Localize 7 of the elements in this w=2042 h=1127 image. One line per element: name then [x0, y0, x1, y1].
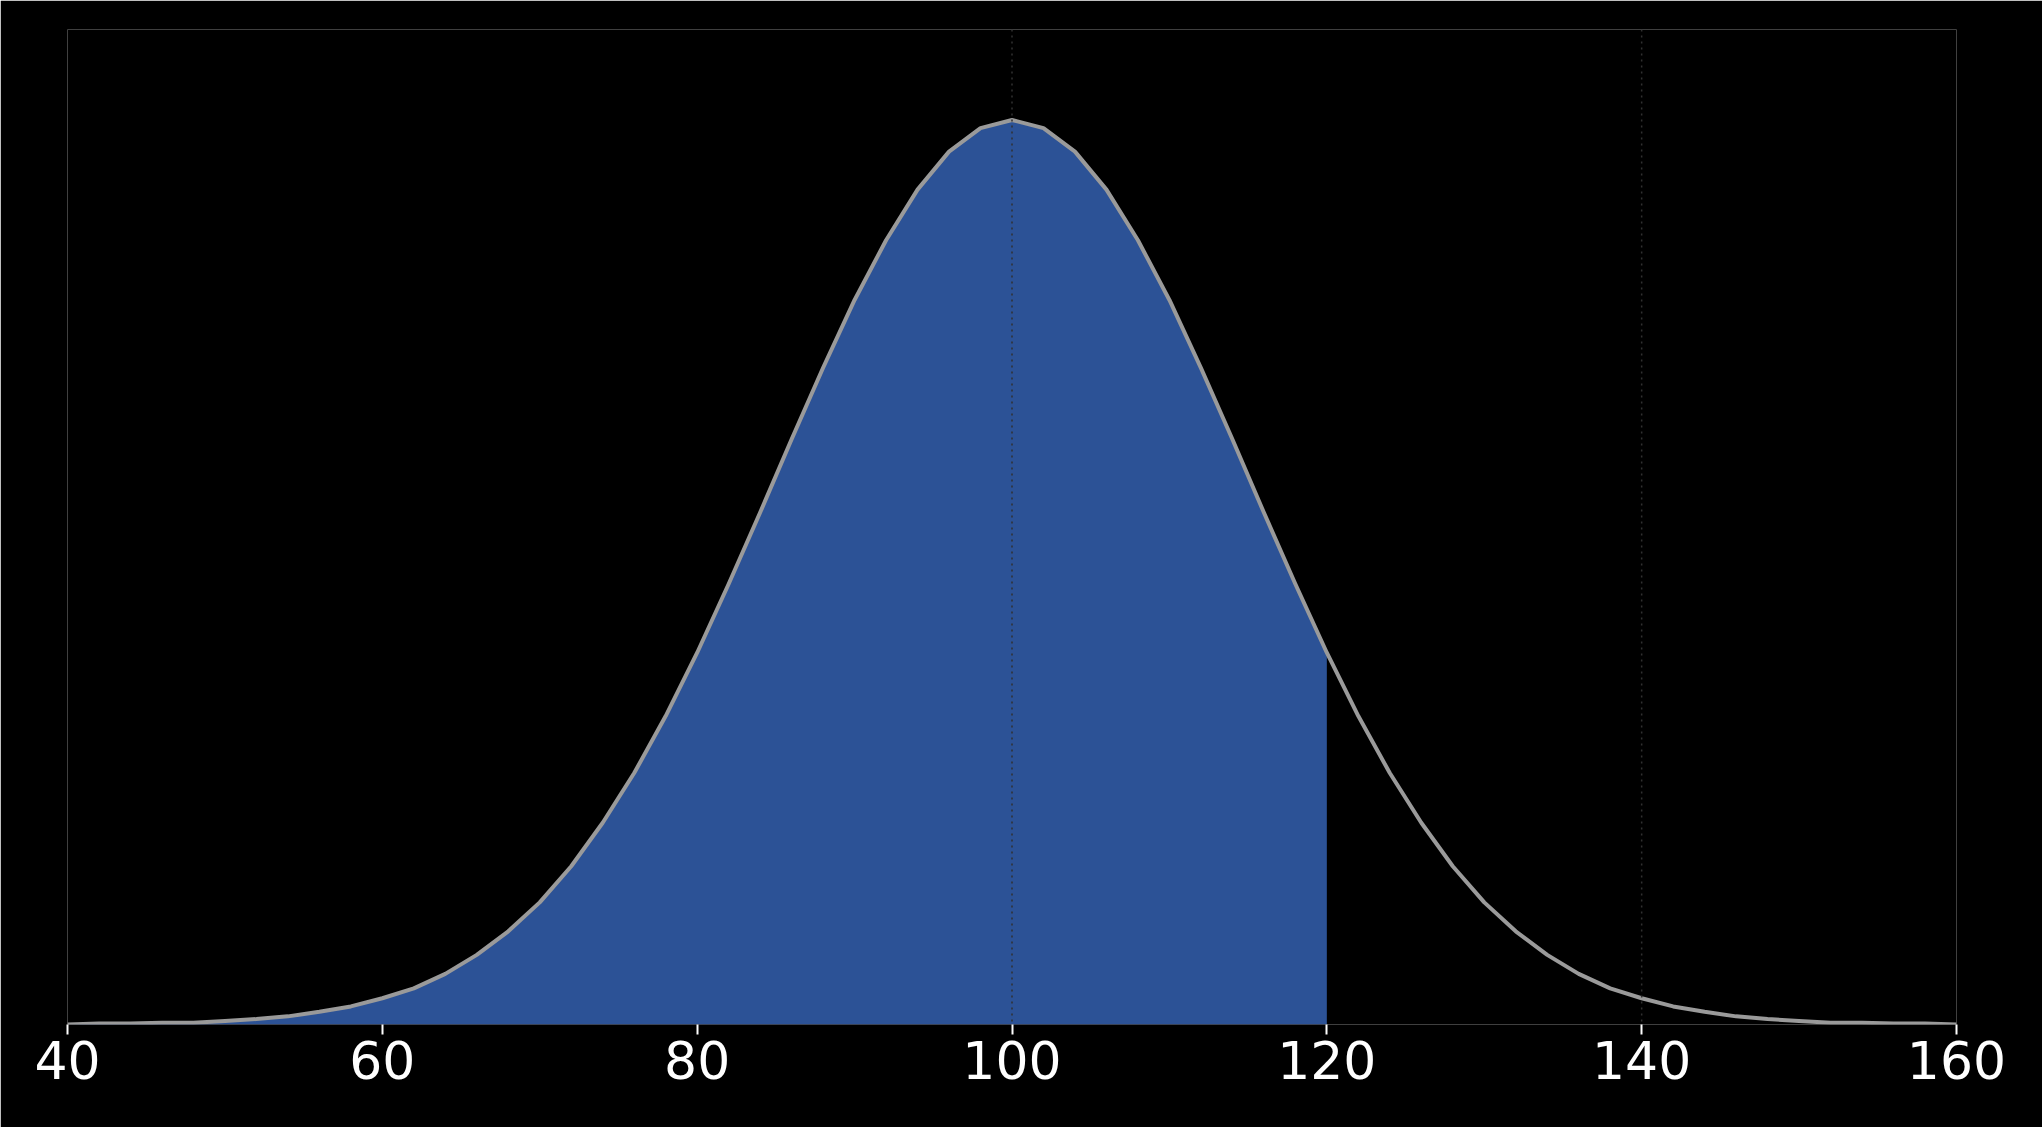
x-tick-label: 80	[664, 1030, 731, 1091]
x-tick-label: 160	[1906, 1030, 2007, 1091]
x-tick-label: 60	[349, 1030, 416, 1091]
x-tick-label: 140	[1592, 1030, 1692, 1091]
x-tick-label: 100	[962, 1030, 1062, 1091]
x-tick-label: 120	[1277, 1030, 1377, 1091]
x-tick-label: 40	[34, 1030, 101, 1091]
